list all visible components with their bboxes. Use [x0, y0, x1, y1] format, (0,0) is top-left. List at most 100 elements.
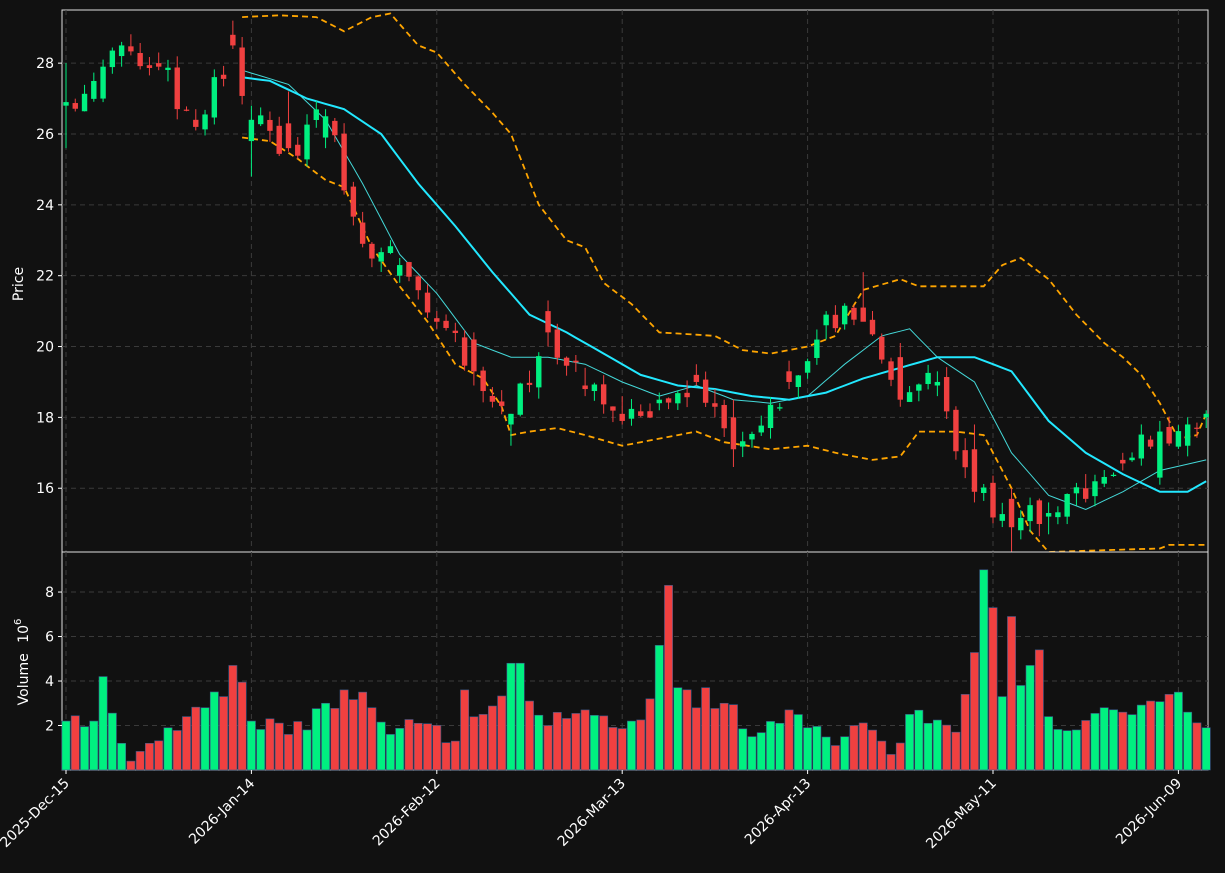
candle-body [823, 314, 829, 326]
candle-body [1092, 481, 1098, 497]
candle-body [916, 384, 922, 391]
volume-bars [61, 569, 1211, 771]
candle-body [480, 370, 486, 392]
candle-body [1055, 512, 1061, 518]
volume-bar [905, 714, 914, 771]
candle-body [600, 384, 607, 405]
volume-bar [932, 719, 942, 771]
candle-body [1203, 413, 1209, 418]
volume-bar [923, 722, 933, 771]
volume-bar [821, 736, 831, 771]
volume-bar [775, 722, 785, 771]
volume-bar [1164, 694, 1174, 771]
candle-body [118, 45, 125, 57]
moving-averages [241, 69, 1207, 511]
candle-body [313, 109, 319, 121]
candle-body [619, 413, 625, 421]
bollinger-lower-line [241, 136, 1207, 552]
volume-bar [515, 662, 525, 771]
volume-bar [552, 712, 562, 771]
candle-body [814, 339, 820, 358]
volume-bar [386, 734, 395, 771]
volume-bar [1118, 711, 1128, 771]
volume-bar [367, 707, 377, 771]
price-y-tick-label: 28 [36, 56, 54, 72]
volume-axis-exponent-power: 6 [13, 619, 24, 625]
candle-body [443, 320, 449, 328]
volume-bar [61, 720, 71, 771]
candle-body [128, 46, 134, 52]
volume-bar [673, 687, 683, 771]
candle-body [1184, 424, 1191, 446]
volume-bar [228, 665, 238, 771]
volume-bar [895, 742, 905, 771]
candle-body [758, 425, 764, 433]
candle-body [675, 393, 681, 404]
candle-body [1036, 500, 1043, 525]
volume-bar [997, 696, 1007, 771]
candle-body [359, 222, 366, 244]
volume-bar [756, 732, 766, 771]
candle-body [91, 80, 97, 99]
volume-bar [636, 719, 646, 771]
volume-bar [654, 645, 664, 771]
volume-bar [321, 702, 330, 771]
candle-body [721, 404, 727, 429]
volume-bar [154, 740, 164, 771]
candle-body [257, 115, 264, 125]
volume-bar [182, 716, 191, 771]
candle-body [1027, 505, 1033, 522]
candle-body [906, 392, 913, 402]
candle-body [341, 133, 347, 191]
volume-bar [469, 716, 479, 771]
candle-body [378, 252, 384, 262]
candle-body [1018, 517, 1024, 531]
candle-body [888, 361, 894, 380]
candle-body [424, 292, 431, 313]
candle-body [1110, 474, 1117, 476]
price-gridlines [62, 10, 1208, 552]
price-y-tick-labels: 16 18 20 22 24 26 28 [36, 56, 62, 497]
volume-bar [580, 709, 590, 771]
candle-body [285, 123, 292, 149]
volume-bar [719, 702, 729, 771]
volume-bar [988, 607, 998, 771]
volume-bar [1025, 665, 1035, 771]
candle-body [573, 360, 579, 363]
candle-body [72, 103, 78, 109]
volume-bar [209, 691, 219, 771]
candle-body [202, 114, 208, 130]
volume-bar [265, 718, 275, 771]
volume-bar [1155, 701, 1165, 771]
candle-body [489, 395, 496, 402]
volume-bar [145, 743, 154, 771]
candle-body [563, 357, 570, 366]
candle-body [350, 186, 357, 217]
candle-body [322, 116, 329, 138]
volume-bar [1090, 713, 1100, 771]
volume-bar [450, 740, 460, 771]
volume-y-tick-label: 4 [45, 674, 54, 690]
candle-body [777, 407, 783, 409]
volume-bar [914, 709, 924, 771]
candle-body [647, 411, 653, 418]
volume-bar [617, 728, 627, 771]
volume-bar [562, 718, 571, 771]
candle-body [415, 276, 421, 291]
volume-bar [358, 691, 368, 771]
candlesticks [63, 20, 1209, 552]
candle-body [554, 329, 561, 358]
candle-body [295, 144, 301, 156]
bollinger-bands [241, 12, 1208, 552]
volume-y-tick-label: 2 [45, 719, 54, 735]
volume-bar [80, 726, 89, 771]
candle-body [174, 67, 180, 110]
candle-body [990, 482, 996, 518]
candle-body [749, 433, 755, 440]
price-y-axis-label: Price [11, 267, 27, 301]
volume-bar [710, 708, 720, 771]
candle-body [730, 417, 737, 450]
candle-body [165, 67, 171, 70]
volume-bar [311, 708, 321, 771]
